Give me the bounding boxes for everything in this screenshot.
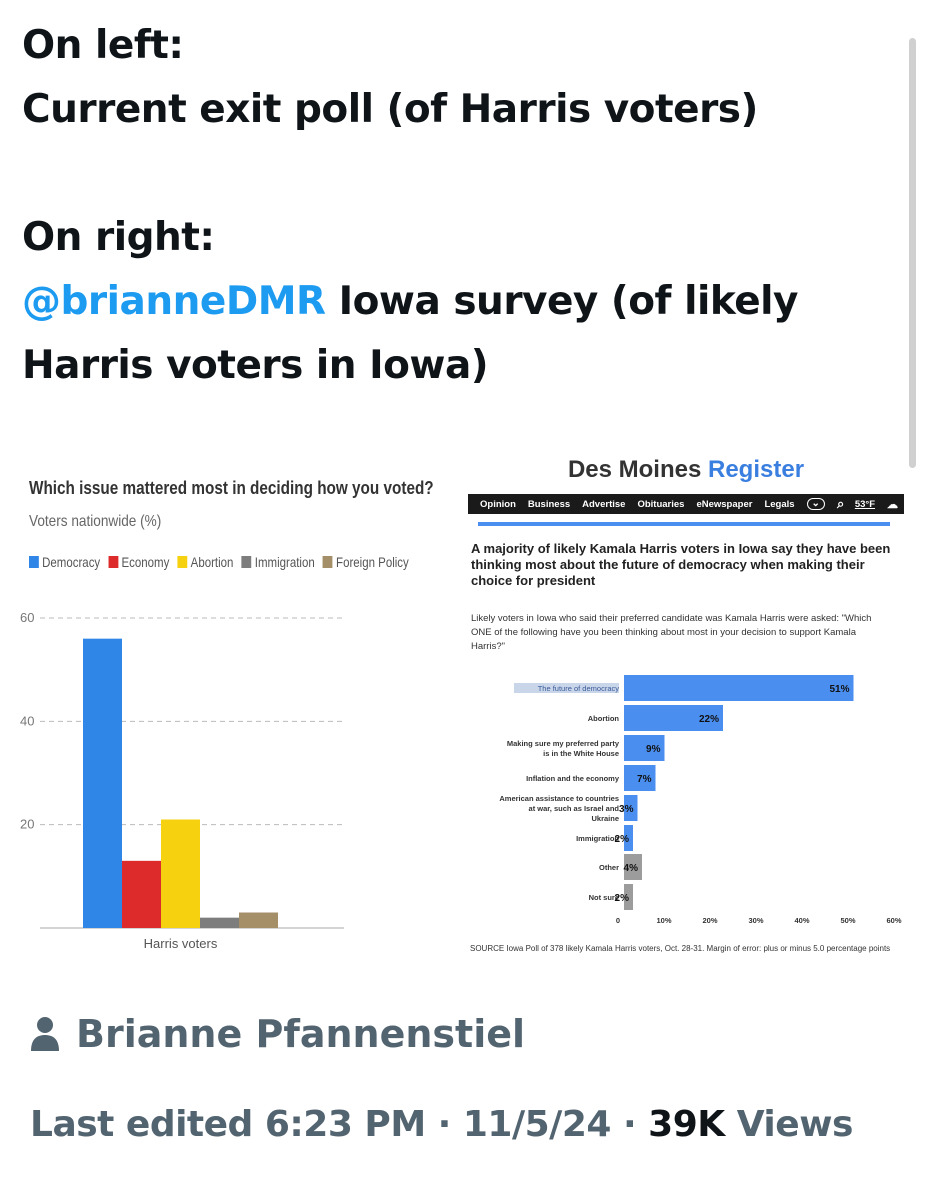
value-label: 2% [615,893,630,904]
value-label: 3% [619,804,634,815]
x-tick-label: Harris voters [144,936,218,951]
chart-subtitle: Voters nationwide (%) [29,513,162,530]
x-tick-label: 60% [886,916,901,925]
legend-swatch [177,556,188,568]
tweet-text: On left: Current exit poll (of Harris vo… [22,14,902,398]
bar [624,795,638,821]
author-name: Brianne Pfannenstiel [76,1012,526,1056]
bar [122,860,161,928]
category-label: Immigration [576,834,619,843]
divider [478,522,890,526]
mention-link[interactable]: @brianneDMR [22,279,326,324]
chart-headline: A majority of likely Kamala Harris voter… [471,541,891,588]
views-count: 39K [648,1104,725,1145]
weather-icon[interactable]: ☁ [887,498,898,511]
y-tick-label: 60 [20,610,34,625]
category-label: at war, such as Israel and [529,804,620,813]
chart-title: Which issue mattered most in deciding ho… [29,478,434,498]
nav-item[interactable]: Obituaries [637,498,685,510]
value-label: 2% [615,834,630,845]
category-label: Abortion [588,714,620,723]
exit-poll-chart: Which issue mattered most in deciding ho… [14,446,454,966]
legend-item: Economy [108,554,169,570]
tweet-meta: Last edited 6:23 PM · 11/5/24 · 39K View… [30,1104,853,1145]
author[interactable]: Brianne Pfannenstiel [30,1012,525,1056]
edited-timestamp[interactable]: Last edited 6:23 PM · 11/5/24 · [30,1104,649,1145]
legend-swatch [241,556,252,568]
nav-item[interactable]: Opinion [480,498,516,510]
iowa-poll-chart: Des Moines Register Opinion Business Adver… [466,446,906,966]
category-label: Making sure my preferred party [507,739,620,748]
legend-label: Immigration [254,554,315,570]
tweet-line: Current exit poll (of Harris voters) [22,87,758,132]
value-label: 9% [646,744,661,755]
category-label: The future of democracy [538,684,620,693]
bar [624,854,642,880]
chart-source: SOURCE Iowa Poll of 378 likely Kamala Ha… [470,944,891,953]
chevron-down-icon[interactable]: ⌄ [806,498,825,510]
exit-poll-bar-chart: 20 40 60 Harris voters [20,610,344,951]
y-tick-label: 40 [20,713,34,728]
y-tick-label: 20 [20,817,34,832]
bar [624,735,665,761]
bar [624,825,633,851]
x-tick-label: 10% [656,916,671,925]
category-label: Not sure [589,893,619,902]
bar [161,819,200,928]
chart-description: Likely voters in Iowa who said their pre… [471,613,872,652]
dmr-navbar: Opinion Business Advertise Obituaries eNewsp… [468,494,904,514]
bar [624,705,723,731]
value-label: 51% [829,684,849,695]
x-tick-label: 40% [794,916,809,925]
weather-temperature[interactable]: 53°F [854,498,875,510]
x-tick-label: 30% [748,916,763,925]
value-label: 7% [637,774,652,785]
nav-item[interactable]: Legals [764,498,795,510]
bar [239,912,278,928]
legend-label: Foreign Policy [336,554,409,570]
legend-label: Democracy [42,554,101,570]
nav-item[interactable]: eNewspaper [696,498,753,510]
legend-swatch [108,556,119,568]
person-icon [30,1015,60,1053]
category-label: Other [599,863,619,872]
tweet-line: @brianneDMR Iowa survey (of likely [22,279,798,324]
chart-legend: Democracy Economy Abortion Immigration Forei… [29,554,417,570]
x-tick-label: 50% [840,916,855,925]
category-label: Inflation and the economy [526,774,620,783]
legend-item: Immigration [241,554,315,570]
views-label: Views [724,1104,854,1145]
bar [624,765,656,791]
legend-label: Abortion [190,554,234,570]
legend-label: Economy [121,554,170,570]
tweet-line: Harris voters in Iowa) [22,343,489,388]
tweet-line: On left: [22,23,184,68]
legend-swatch [322,556,333,568]
bar [624,884,633,910]
category-label: Ukraine [591,814,619,823]
bar [624,675,854,701]
legend-item: Democracy [29,554,100,570]
search-icon[interactable]: ⌕ [836,496,845,511]
category-label: American assistance to countries [499,794,619,803]
x-tick-label: 0 [616,916,620,925]
dmr-logo: Des Moines Register [567,456,805,483]
scrollbar[interactable] [909,38,916,468]
iowa-poll-bar-chart: The future of democracy 51% Abortion 22% Mak… [499,675,902,925]
legend-swatch [29,556,39,568]
value-label: 4% [624,863,639,874]
legend-item: Abortion [177,554,234,570]
x-tick-label: 20% [702,916,717,925]
bar [83,638,122,928]
tweet-line: On right: [22,215,215,260]
nav-item[interactable]: Business [527,498,571,510]
category-label: is in the White House [543,749,619,758]
tweet-media[interactable]: Which issue mattered most in deciding ho… [14,446,906,966]
label-highlight [514,683,619,693]
value-label: 22% [699,714,719,725]
legend-item: Foreign Policy [322,554,409,570]
bar [200,917,239,928]
nav-item[interactable]: Advertise [582,498,626,510]
